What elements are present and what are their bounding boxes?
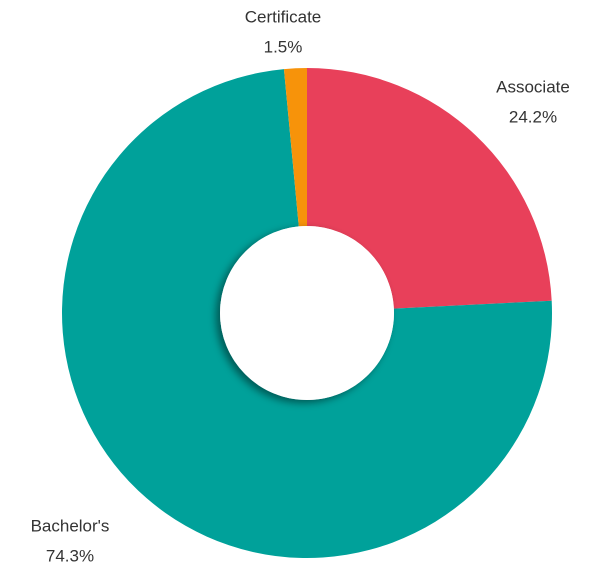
donut-slice xyxy=(283,68,307,227)
slice-label: Associate xyxy=(496,77,570,96)
donut-hole xyxy=(220,226,394,400)
slice-label: Certificate xyxy=(245,7,322,26)
slice-value-label: 24.2% xyxy=(509,107,557,126)
donut-slice xyxy=(61,69,552,559)
donut-slice xyxy=(307,68,552,309)
slice-value-label: 74.3% xyxy=(46,546,94,565)
slice-value-label: 1.5% xyxy=(264,37,303,56)
slice-label: Bachelor's xyxy=(31,516,110,535)
